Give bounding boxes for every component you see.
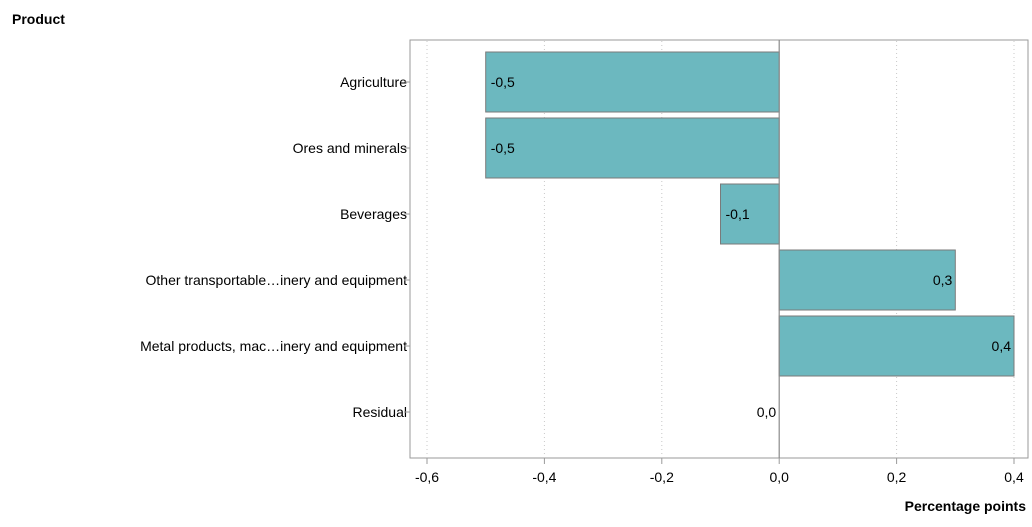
data-label: -0,5 — [491, 140, 515, 156]
bar — [720, 183, 780, 245]
x-tick-label: 0,2 — [887, 469, 907, 485]
bar — [485, 51, 780, 113]
category-label: Agriculture — [340, 74, 407, 90]
category-labels: Agriculture Ores and minerals Beverages Oth… — [140, 74, 407, 420]
category-label: Other transportable…inery and equipment — [146, 272, 408, 288]
y-axis-title: Product — [12, 11, 65, 27]
data-label: 0,0 — [757, 404, 777, 420]
x-tick-label: -0,6 — [415, 469, 439, 485]
x-axis-ticks: -0,6 -0,4 -0,2 0,0 0,2 0,4 — [404, 81, 1024, 485]
x-tick-label: -0,4 — [532, 469, 556, 485]
plot-area-frame — [409, 39, 1029, 459]
data-label: 0,4 — [992, 338, 1012, 354]
bar — [485, 117, 780, 179]
x-tick-label: 0,4 — [1004, 469, 1024, 485]
data-label: 0,3 — [933, 272, 953, 288]
x-tick-label: -0,2 — [650, 469, 674, 485]
data-labels: -0,5 -0,5 -0,1 0,3 0,4 0,0 — [491, 74, 1012, 420]
x-tick-label: 0,0 — [769, 469, 789, 485]
category-label: Metal products, mac…inery and equipment — [140, 338, 407, 354]
grid-lines — [426, 41, 1015, 457]
bar — [778, 249, 956, 311]
category-label: Residual — [353, 404, 407, 420]
bar — [778, 315, 1015, 377]
data-label: -0,1 — [726, 206, 750, 222]
x-axis-title: Percentage points — [905, 498, 1027, 514]
bars — [485, 51, 1015, 377]
category-label: Ores and minerals — [293, 140, 407, 156]
category-label: Beverages — [340, 206, 407, 222]
data-label: -0,5 — [491, 74, 515, 90]
